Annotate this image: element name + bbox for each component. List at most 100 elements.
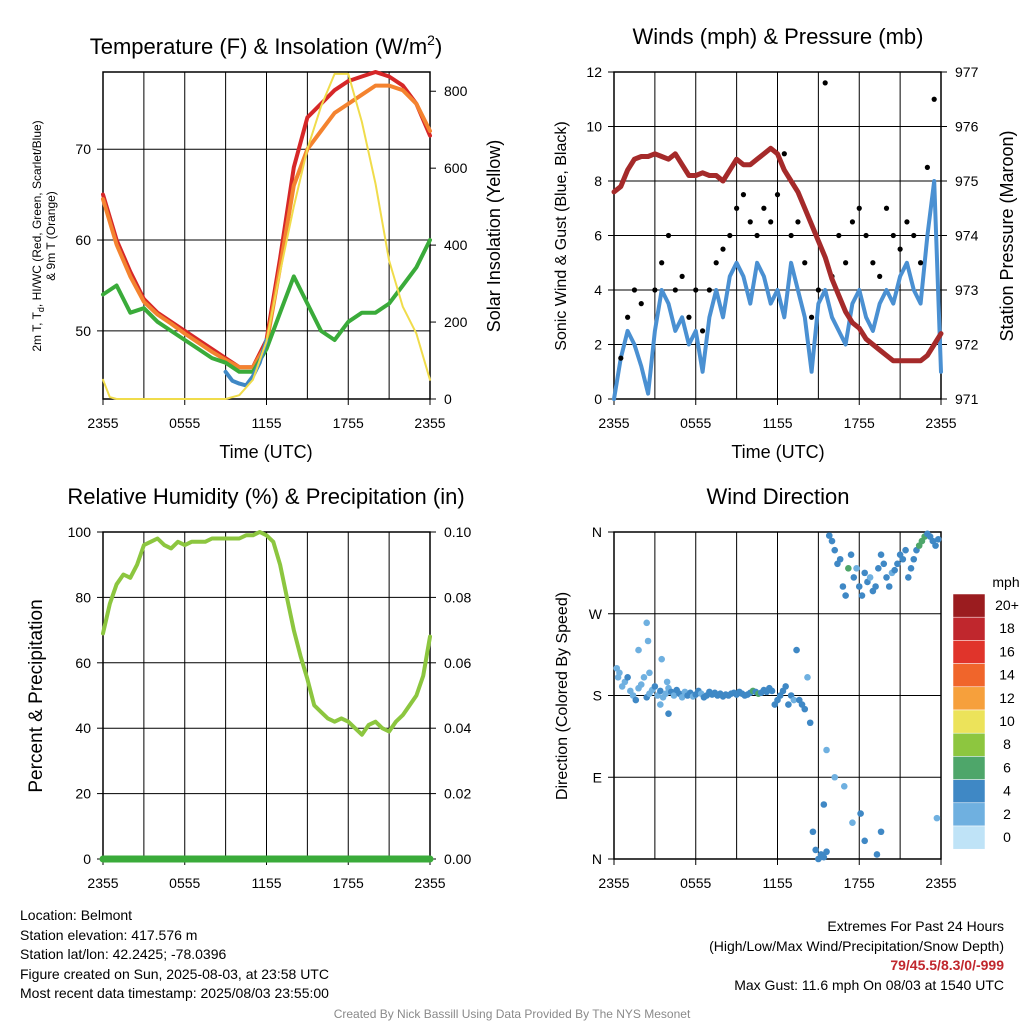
rh-y2-tick-label: 0.06 [444, 655, 471, 671]
winds-gust-point [911, 232, 917, 239]
extremes-values: 79/45.5/8.3/0/-999 [890, 957, 1004, 973]
dir-point [806, 719, 814, 727]
dir-point [644, 637, 652, 645]
extremes-title: Extremes For Past 24 Hours [827, 918, 1004, 934]
winds-y-tick-label: 0 [594, 391, 602, 407]
rh-x-tick-label: 2355 [87, 875, 118, 891]
dir-point [934, 535, 942, 543]
winds-series-sonic-wind [612, 179, 943, 401]
dir-point [831, 773, 839, 781]
dir-point [883, 574, 890, 581]
colorbar-label: 2 [1003, 806, 1011, 822]
temp-y2-tick-label: 600 [444, 160, 468, 176]
direction-panel-title: Wind Direction [706, 484, 849, 509]
winds-y-left-label: Sonic Wind & Gust (Blue, Black) [553, 121, 570, 350]
colorbar-label: 20+ [995, 597, 1019, 613]
extremes-subtitle: (High/Low/Max Wind/Precipitation/Snow De… [709, 937, 1004, 954]
winds-gust-point [631, 287, 638, 293]
winds-gust-point [863, 232, 869, 239]
colorbar-label: 0 [1003, 829, 1011, 845]
winds-gust-point [747, 219, 753, 225]
winds-gust-point [931, 96, 937, 102]
credit-text: Created By Nick Bassill Using Data Provi… [333, 1007, 691, 1021]
dir-point [831, 546, 839, 554]
colorbar-cell [952, 732, 986, 757]
dir-point [907, 565, 915, 572]
temp-y-tick-label: 70 [75, 141, 91, 157]
colorbar-cell [952, 779, 986, 804]
dir-point [790, 696, 798, 704]
dir-point [665, 710, 672, 717]
dir-point [845, 565, 852, 572]
winds-x-tick-label: 1155 [762, 415, 792, 431]
winds-gust-point [625, 314, 631, 320]
dir-point [651, 683, 659, 690]
winds-gust-point [618, 355, 624, 361]
dir-point [670, 692, 678, 699]
temp-y2-tick-label: 800 [444, 83, 468, 99]
dir-y-tick-label: W [589, 606, 603, 622]
winds-gust-point [802, 260, 808, 266]
rh-x-tick-label: 1155 [251, 875, 281, 891]
winds-y-tick-label: 10 [586, 119, 602, 135]
dir-point [877, 551, 885, 559]
dir-point [657, 701, 664, 708]
dir-point [858, 592, 866, 599]
colorbar-cell [952, 663, 986, 688]
created-text: Figure created on Sun, 2025-08-03, at 23… [20, 965, 329, 982]
winds-gust-point [754, 232, 760, 239]
colorbar-cell [952, 756, 986, 780]
winds-gust-point [781, 151, 787, 157]
winds-y2-tick-label: 972 [955, 337, 979, 353]
winds-gust-point [693, 287, 699, 293]
winds-gust-point [686, 314, 692, 320]
rh-y-tick-label: 100 [68, 524, 92, 540]
dir-point [885, 583, 893, 590]
colorbar-cell [952, 686, 986, 711]
winds-gust-point [774, 192, 781, 198]
winds-gust-point [917, 260, 924, 266]
dir-point [880, 560, 888, 568]
dir-point [866, 574, 874, 581]
winds-y2-tick-label: 976 [955, 119, 979, 135]
dir-point [793, 646, 800, 654]
dir-point [804, 674, 811, 681]
dir-point [839, 583, 847, 590]
dir-point [836, 555, 844, 563]
temp-x-tick-label: 0555 [169, 415, 200, 431]
dir-y-tick-label: E [593, 769, 602, 785]
winds-panel-title: Winds (mph) & Pressure (mb) [633, 24, 924, 49]
colorbar-cell [952, 616, 986, 641]
dir-point [614, 674, 622, 681]
winds-y-tick-label: 2 [594, 337, 602, 353]
dir-point [932, 542, 939, 549]
dir-point [624, 674, 631, 681]
max-gust-text: Max Gust: 11.6 mph On 08/03 at 1540 UTC [734, 976, 1004, 993]
latlon-text: Station lat/lon: 42.2425; -78.0396 [20, 946, 227, 962]
temperature-x-label: Time (UTC) [219, 442, 312, 462]
rh-x-tick-label: 2355 [414, 875, 445, 891]
winds-gust-point [883, 205, 890, 211]
dir-point [632, 696, 640, 704]
rh-y2-tick-label: 0.04 [444, 720, 471, 736]
dir-x-tick-label: 0555 [680, 875, 711, 891]
colorbar-label: 14 [999, 667, 1015, 683]
recent-data-text: Most recent data timestamp: 2025/08/03 2… [20, 985, 329, 1001]
winds-gust-point [727, 232, 733, 239]
dir-point [643, 619, 650, 627]
colorbar-label: 18 [999, 620, 1015, 636]
dir-point [853, 565, 860, 572]
winds-gust-point [924, 164, 930, 170]
dir-point [875, 565, 882, 572]
rh-y-tick-label: 40 [75, 720, 91, 736]
dir-point [902, 546, 909, 554]
station-info: Location: Belmont Station elevation: 417… [20, 906, 329, 1004]
dir-point [828, 537, 836, 545]
winds-gust-point [836, 232, 842, 239]
winds-gust-point [890, 232, 896, 239]
dir-point [812, 846, 819, 854]
colorbar-label: 10 [999, 713, 1015, 729]
temp-y2-tick-label: 200 [444, 314, 468, 330]
